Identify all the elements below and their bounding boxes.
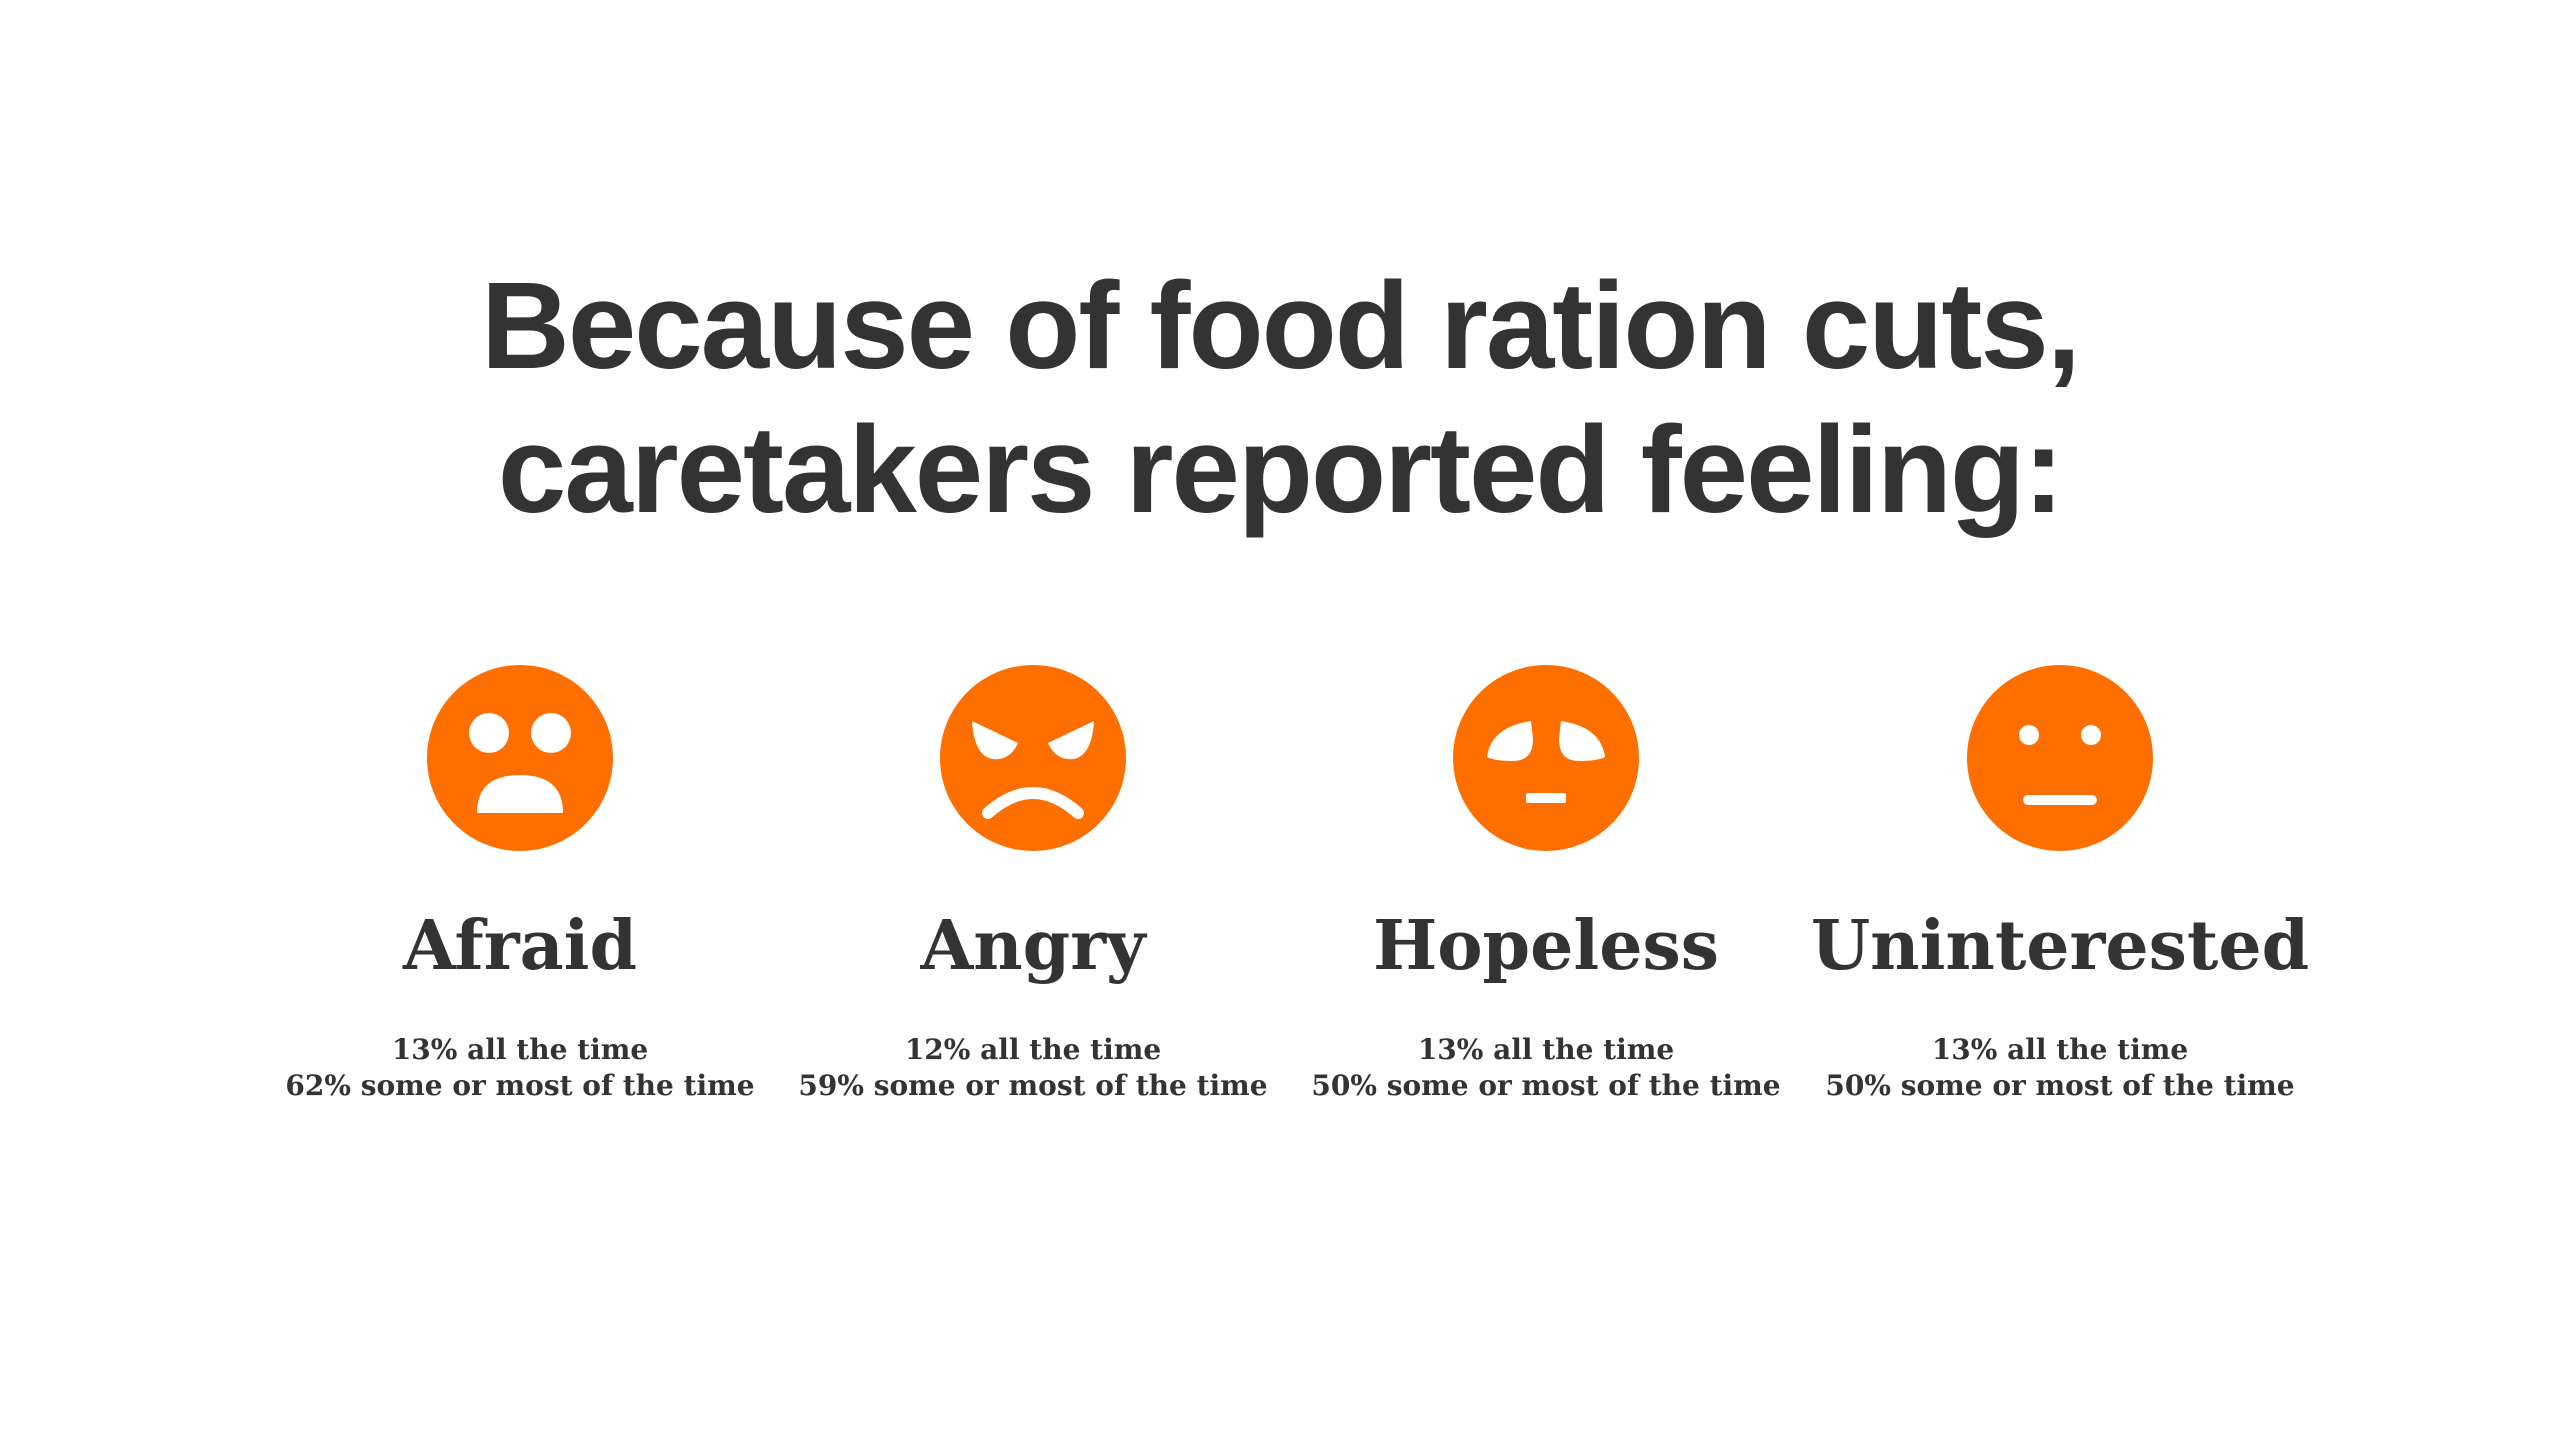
feeling-afraid: Afraid 13% all the time 62% some or most… xyxy=(240,665,800,1104)
feeling-uninterested: Uninterested 13% all the time 50% some o… xyxy=(1780,665,2340,1104)
angry-face-icon xyxy=(940,665,1126,851)
page-title: Because of food ration cuts, caretakers … xyxy=(0,255,2560,543)
hopeless-face-icon xyxy=(1453,665,1639,851)
feeling-hopeless: Hopeless 13% all the time 50% some or mo… xyxy=(1266,665,1826,1104)
stat-some-or-most: 50% some or most of the time xyxy=(1311,1069,1781,1102)
feeling-angry: Angry 12% all the time 59% some or most … xyxy=(753,665,1313,1104)
stat-some-or-most: 50% some or most of the time xyxy=(1825,1069,2295,1102)
feeling-label: Afraid xyxy=(402,906,638,986)
stat-all-the-time: 13% all the time xyxy=(1931,1033,2189,1066)
uninterested-face-icon xyxy=(1967,665,2153,851)
title-line-2: caretakers reported feeling: xyxy=(497,402,2064,539)
stat-all-the-time: 13% all the time xyxy=(391,1033,649,1066)
stat-some-or-most: 59% some or most of the time xyxy=(798,1069,1268,1102)
feeling-label: Angry xyxy=(920,906,1146,986)
afraid-face-icon xyxy=(427,665,613,851)
stat-some-or-most: 62% some or most of the time xyxy=(285,1069,755,1102)
stat-all-the-time: 12% all the time xyxy=(904,1033,1162,1066)
feeling-label: Uninterested xyxy=(1810,906,2310,986)
stat-all-the-time: 13% all the time xyxy=(1417,1033,1675,1066)
title-line-1: Because of food ration cuts, xyxy=(481,258,2081,395)
feeling-label: Hopeless xyxy=(1372,906,1720,986)
